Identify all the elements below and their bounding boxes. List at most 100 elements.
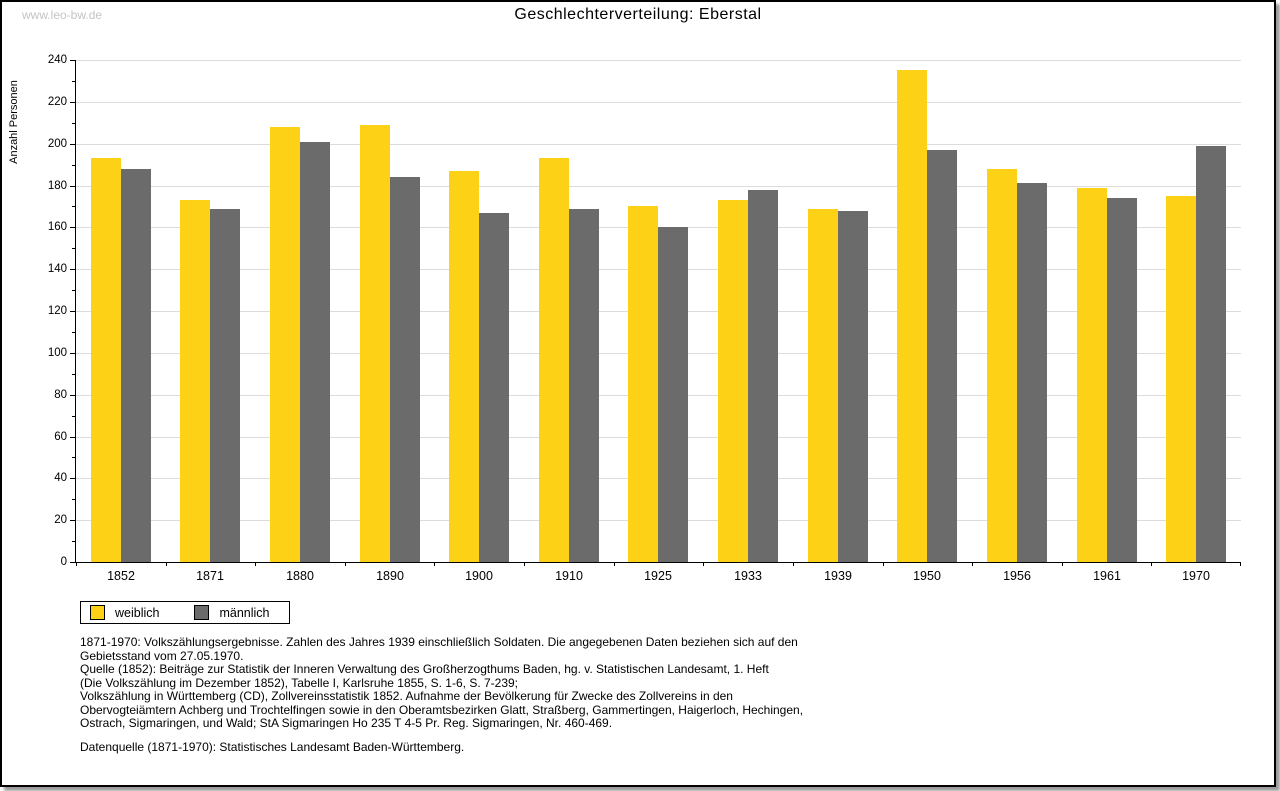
bar-weiblich-1925 <box>628 206 658 562</box>
y-tick-label-60: 60 <box>54 431 67 443</box>
y-tick-0 <box>70 562 75 563</box>
x-category-label-1880: 1880 <box>286 569 314 583</box>
bar-männlich-1933 <box>748 190 778 562</box>
x-category-label-1890: 1890 <box>376 569 404 583</box>
y-tick-140 <box>70 269 75 270</box>
x-category-label-1925: 1925 <box>644 569 672 583</box>
x-tick-6 <box>614 562 615 566</box>
x-category-label-1970: 1970 <box>1182 569 1210 583</box>
x-category-label-1961: 1961 <box>1093 569 1121 583</box>
y-tick-label-80: 80 <box>54 389 67 401</box>
y-tick-180 <box>70 186 75 187</box>
y-tick-220 <box>70 102 75 103</box>
x-tick-13 <box>1240 562 1241 566</box>
maennlich-swatch-icon <box>194 605 210 620</box>
bar-männlich-1890 <box>390 177 420 562</box>
legend-item-maennlich: männlich <box>194 605 295 620</box>
x-tick-12 <box>1151 562 1152 566</box>
bar-weiblich-1970 <box>1166 196 1196 562</box>
bar-männlich-1925 <box>658 227 688 562</box>
x-category-label-1910: 1910 <box>555 569 583 583</box>
y-tick-label-180: 180 <box>47 180 67 192</box>
y-minor-tick-30 <box>72 499 75 500</box>
y-tick-20 <box>70 520 75 521</box>
x-category-label-1950: 1950 <box>913 569 941 583</box>
y-tick-120 <box>70 311 75 312</box>
y-tick-label-240: 240 <box>47 54 67 66</box>
y-tick-label-160: 160 <box>47 221 67 233</box>
x-category-label-1871: 1871 <box>196 569 224 583</box>
x-tick-3 <box>345 562 346 566</box>
x-category-label-1956: 1956 <box>1003 569 1031 583</box>
y-tick-label-220: 220 <box>47 96 67 108</box>
bar-weiblich-1900 <box>449 171 479 562</box>
data-source-note: Datenquelle (1871-1970): Statistisches L… <box>80 740 465 754</box>
x-tick-8 <box>793 562 794 566</box>
x-tick-11 <box>1062 562 1063 566</box>
y-tick-label-140: 140 <box>47 263 67 275</box>
site-watermark: www.leo-bw.de <box>22 8 103 22</box>
y-tick-160 <box>70 227 75 228</box>
bar-männlich-1852 <box>121 169 151 562</box>
y-minor-tick-210 <box>72 123 75 124</box>
x-category-label-1933: 1933 <box>734 569 762 583</box>
bar-weiblich-1933 <box>718 200 748 562</box>
chart-title: Geschlechterverteilung: Eberstal <box>514 6 762 23</box>
y-axis-title: Anzahl Personen <box>8 80 20 164</box>
x-category-label-1852: 1852 <box>107 569 135 583</box>
legend: weiblich männlich <box>80 601 290 624</box>
y-minor-tick-150 <box>72 248 75 249</box>
bar-weiblich-1961 <box>1077 188 1107 562</box>
bar-männlich-1970 <box>1196 146 1226 562</box>
y-gridline-220 <box>76 102 1241 103</box>
weiblich-swatch-icon <box>90 605 105 620</box>
x-tick-10 <box>972 562 973 566</box>
bar-männlich-1880 <box>300 142 330 562</box>
y-tick-80 <box>70 395 75 396</box>
bar-weiblich-1890 <box>360 125 390 562</box>
bar-weiblich-1871 <box>180 200 210 562</box>
y-tick-label-0: 0 <box>60 556 67 568</box>
x-tick-7 <box>703 562 704 566</box>
y-minor-tick-90 <box>72 374 75 375</box>
y-minor-tick-170 <box>72 206 75 207</box>
x-tick-1 <box>166 562 167 566</box>
bar-männlich-1961 <box>1107 198 1137 562</box>
bar-männlich-1871 <box>210 209 240 562</box>
bar-männlich-1950 <box>927 150 957 562</box>
y-tick-label-40: 40 <box>54 472 67 484</box>
legend-item-weiblich: weiblich <box>90 605 185 620</box>
bar-weiblich-1910 <box>539 158 569 562</box>
bar-männlich-1956 <box>1017 183 1047 562</box>
x-tick-9 <box>883 562 884 566</box>
y-tick-label-120: 120 <box>47 305 67 317</box>
legend-label-maennlich: männlich <box>219 605 270 620</box>
y-tick-40 <box>70 478 75 479</box>
y-minor-tick-230 <box>72 81 75 82</box>
y-tick-label-100: 100 <box>47 347 67 359</box>
bar-männlich-1910 <box>569 209 599 562</box>
y-gridline-240 <box>76 60 1241 61</box>
bar-weiblich-1852 <box>91 158 121 562</box>
bar-weiblich-1956 <box>987 169 1017 562</box>
x-tick-5 <box>524 562 525 566</box>
y-minor-tick-70 <box>72 416 75 417</box>
y-tick-60 <box>70 437 75 438</box>
y-tick-label-20: 20 <box>54 514 67 526</box>
y-tick-240 <box>70 60 75 61</box>
plot-area: 0 20 40 60 80 100 120 140 160 180 200 220 240 1852 187… <box>48 54 1241 583</box>
y-minor-tick-130 <box>72 290 75 291</box>
x-tick-4 <box>434 562 435 566</box>
source-notes: 1871-1970: Volkszählungsergebnisse. Zahl… <box>80 635 804 730</box>
bar-männlich-1939 <box>838 211 868 562</box>
x-category-label-1939: 1939 <box>824 569 852 583</box>
x-tick-0 <box>76 562 77 566</box>
y-gridline-180 <box>76 186 1241 187</box>
y-tick-200 <box>70 144 75 145</box>
bar-männlich-1900 <box>479 213 509 562</box>
y-minor-tick-110 <box>72 332 75 333</box>
y-tick-label-200: 200 <box>47 138 67 150</box>
y-minor-tick-10 <box>72 541 75 542</box>
bar-weiblich-1939 <box>808 209 838 562</box>
